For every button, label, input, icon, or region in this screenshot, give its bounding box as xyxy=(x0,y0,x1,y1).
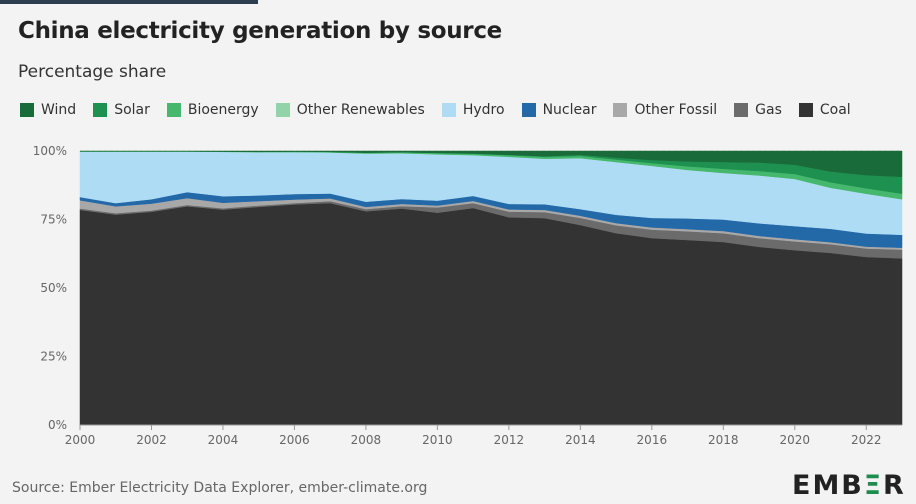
legend-item-other-fossil[interactable]: Other Fossil xyxy=(613,102,717,118)
x-tick-label: 2012 xyxy=(494,433,525,447)
y-tick-label: 75% xyxy=(40,213,67,227)
legend-label: Solar xyxy=(114,102,150,118)
legend-label: Other Fossil xyxy=(634,102,718,118)
x-tick-label: 2018 xyxy=(708,433,739,447)
ember-logo: EMBΞR xyxy=(792,470,906,501)
legend-item-coal[interactable]: Coal xyxy=(798,102,851,118)
chart-legend: Wind Solar Bioenergy Other Renewables Hydro N… xyxy=(20,102,868,118)
legend-label: Coal xyxy=(819,102,851,118)
x-tick-label: 2000 xyxy=(65,433,96,447)
legend-label: Nuclear xyxy=(542,102,597,118)
legend-swatch xyxy=(521,103,536,117)
x-tick-label: 2002 xyxy=(136,433,167,447)
x-tick-label: 2008 xyxy=(351,433,382,447)
y-tick-label: 50% xyxy=(40,281,67,295)
x-tick-label: 2022 xyxy=(851,433,882,447)
legend-item-other-renewables[interactable]: Other Renewables xyxy=(275,102,425,118)
chart-area: 0% 25% 50% 75% 100% 2000 2002 2004 2006 2008 2010 2… xyxy=(0,140,916,460)
legend-item-gas[interactable]: Gas xyxy=(734,102,782,118)
source-note: Source: Ember Electricity Data Explorer,… xyxy=(12,480,428,496)
legend-item-hydro[interactable]: Hydro xyxy=(441,102,505,118)
header-accent-bar xyxy=(0,0,258,4)
legend-label: Gas xyxy=(755,102,782,118)
area-wind xyxy=(79,150,903,178)
legend-swatch xyxy=(275,103,290,117)
y-tick-label: 0% xyxy=(48,418,67,432)
y-tick-label: 25% xyxy=(40,350,67,364)
legend-swatch xyxy=(93,103,108,117)
x-tick-label: 2010 xyxy=(422,433,453,447)
legend-swatch xyxy=(613,103,628,117)
x-tick-label: 2016 xyxy=(637,433,668,447)
legend-label: Hydro xyxy=(462,102,505,118)
legend-item-wind[interactable]: Wind xyxy=(20,102,76,118)
chart-title: China electricity generation by source xyxy=(18,18,502,44)
x-tick-label: 2020 xyxy=(780,433,811,447)
y-tick-label: 100% xyxy=(33,144,67,158)
legend-label: Other Renewables xyxy=(296,102,425,118)
x-tick-label: 2006 xyxy=(279,433,310,447)
legend-label: Bioenergy xyxy=(187,102,259,118)
stacked-area-chart: 0% 25% 50% 75% 100% 2000 2002 2004 2006 2008 2010 2… xyxy=(33,144,903,447)
legend-swatch xyxy=(734,103,749,117)
legend-item-solar[interactable]: Solar xyxy=(93,102,150,118)
legend-swatch xyxy=(166,103,181,117)
x-tick-label: 2014 xyxy=(565,433,596,447)
legend-swatch xyxy=(441,103,456,117)
legend-swatch xyxy=(798,103,813,117)
legend-swatch xyxy=(20,103,34,117)
legend-item-nuclear[interactable]: Nuclear xyxy=(521,102,597,118)
x-tick-label: 2004 xyxy=(208,433,239,447)
legend-label: Wind xyxy=(41,102,77,118)
legend-item-bioenergy[interactable]: Bioenergy xyxy=(166,102,259,118)
chart-subtitle: Percentage share xyxy=(18,62,167,82)
